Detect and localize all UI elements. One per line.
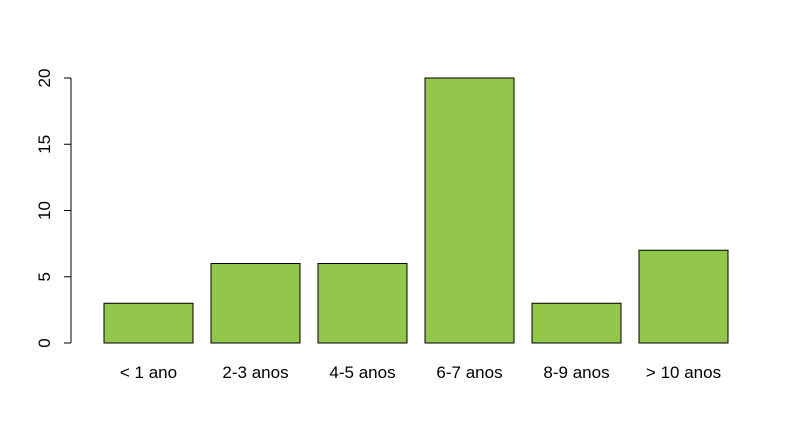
y-axis: 0 5 10 15 20 — [35, 69, 72, 348]
x-axis-labels: < 1 ano 2-3 anos 4-5 anos 6-7 anos 8-9 anos >… — [120, 363, 721, 382]
y-tick-label: 20 — [35, 69, 54, 88]
bar — [531, 302, 622, 344]
x-tick-label: 6-7 anos — [436, 363, 502, 382]
y-tick-label: 10 — [35, 201, 54, 220]
bar — [317, 263, 408, 344]
bar — [424, 77, 515, 344]
x-tick-label: > 10 anos — [646, 363, 721, 382]
bar — [210, 263, 301, 344]
x-tick-label: 4-5 anos — [329, 363, 395, 382]
bar — [638, 249, 729, 344]
x-tick-label: < 1 ano — [120, 363, 177, 382]
y-tick-label: 5 — [35, 272, 54, 281]
bar — [103, 302, 194, 344]
y-tick-label: 15 — [35, 135, 54, 154]
x-tick-label: 2-3 anos — [222, 363, 288, 382]
bars — [103, 77, 729, 344]
x-tick-label: 8-9 anos — [543, 363, 609, 382]
y-tick-label: 0 — [35, 338, 54, 347]
